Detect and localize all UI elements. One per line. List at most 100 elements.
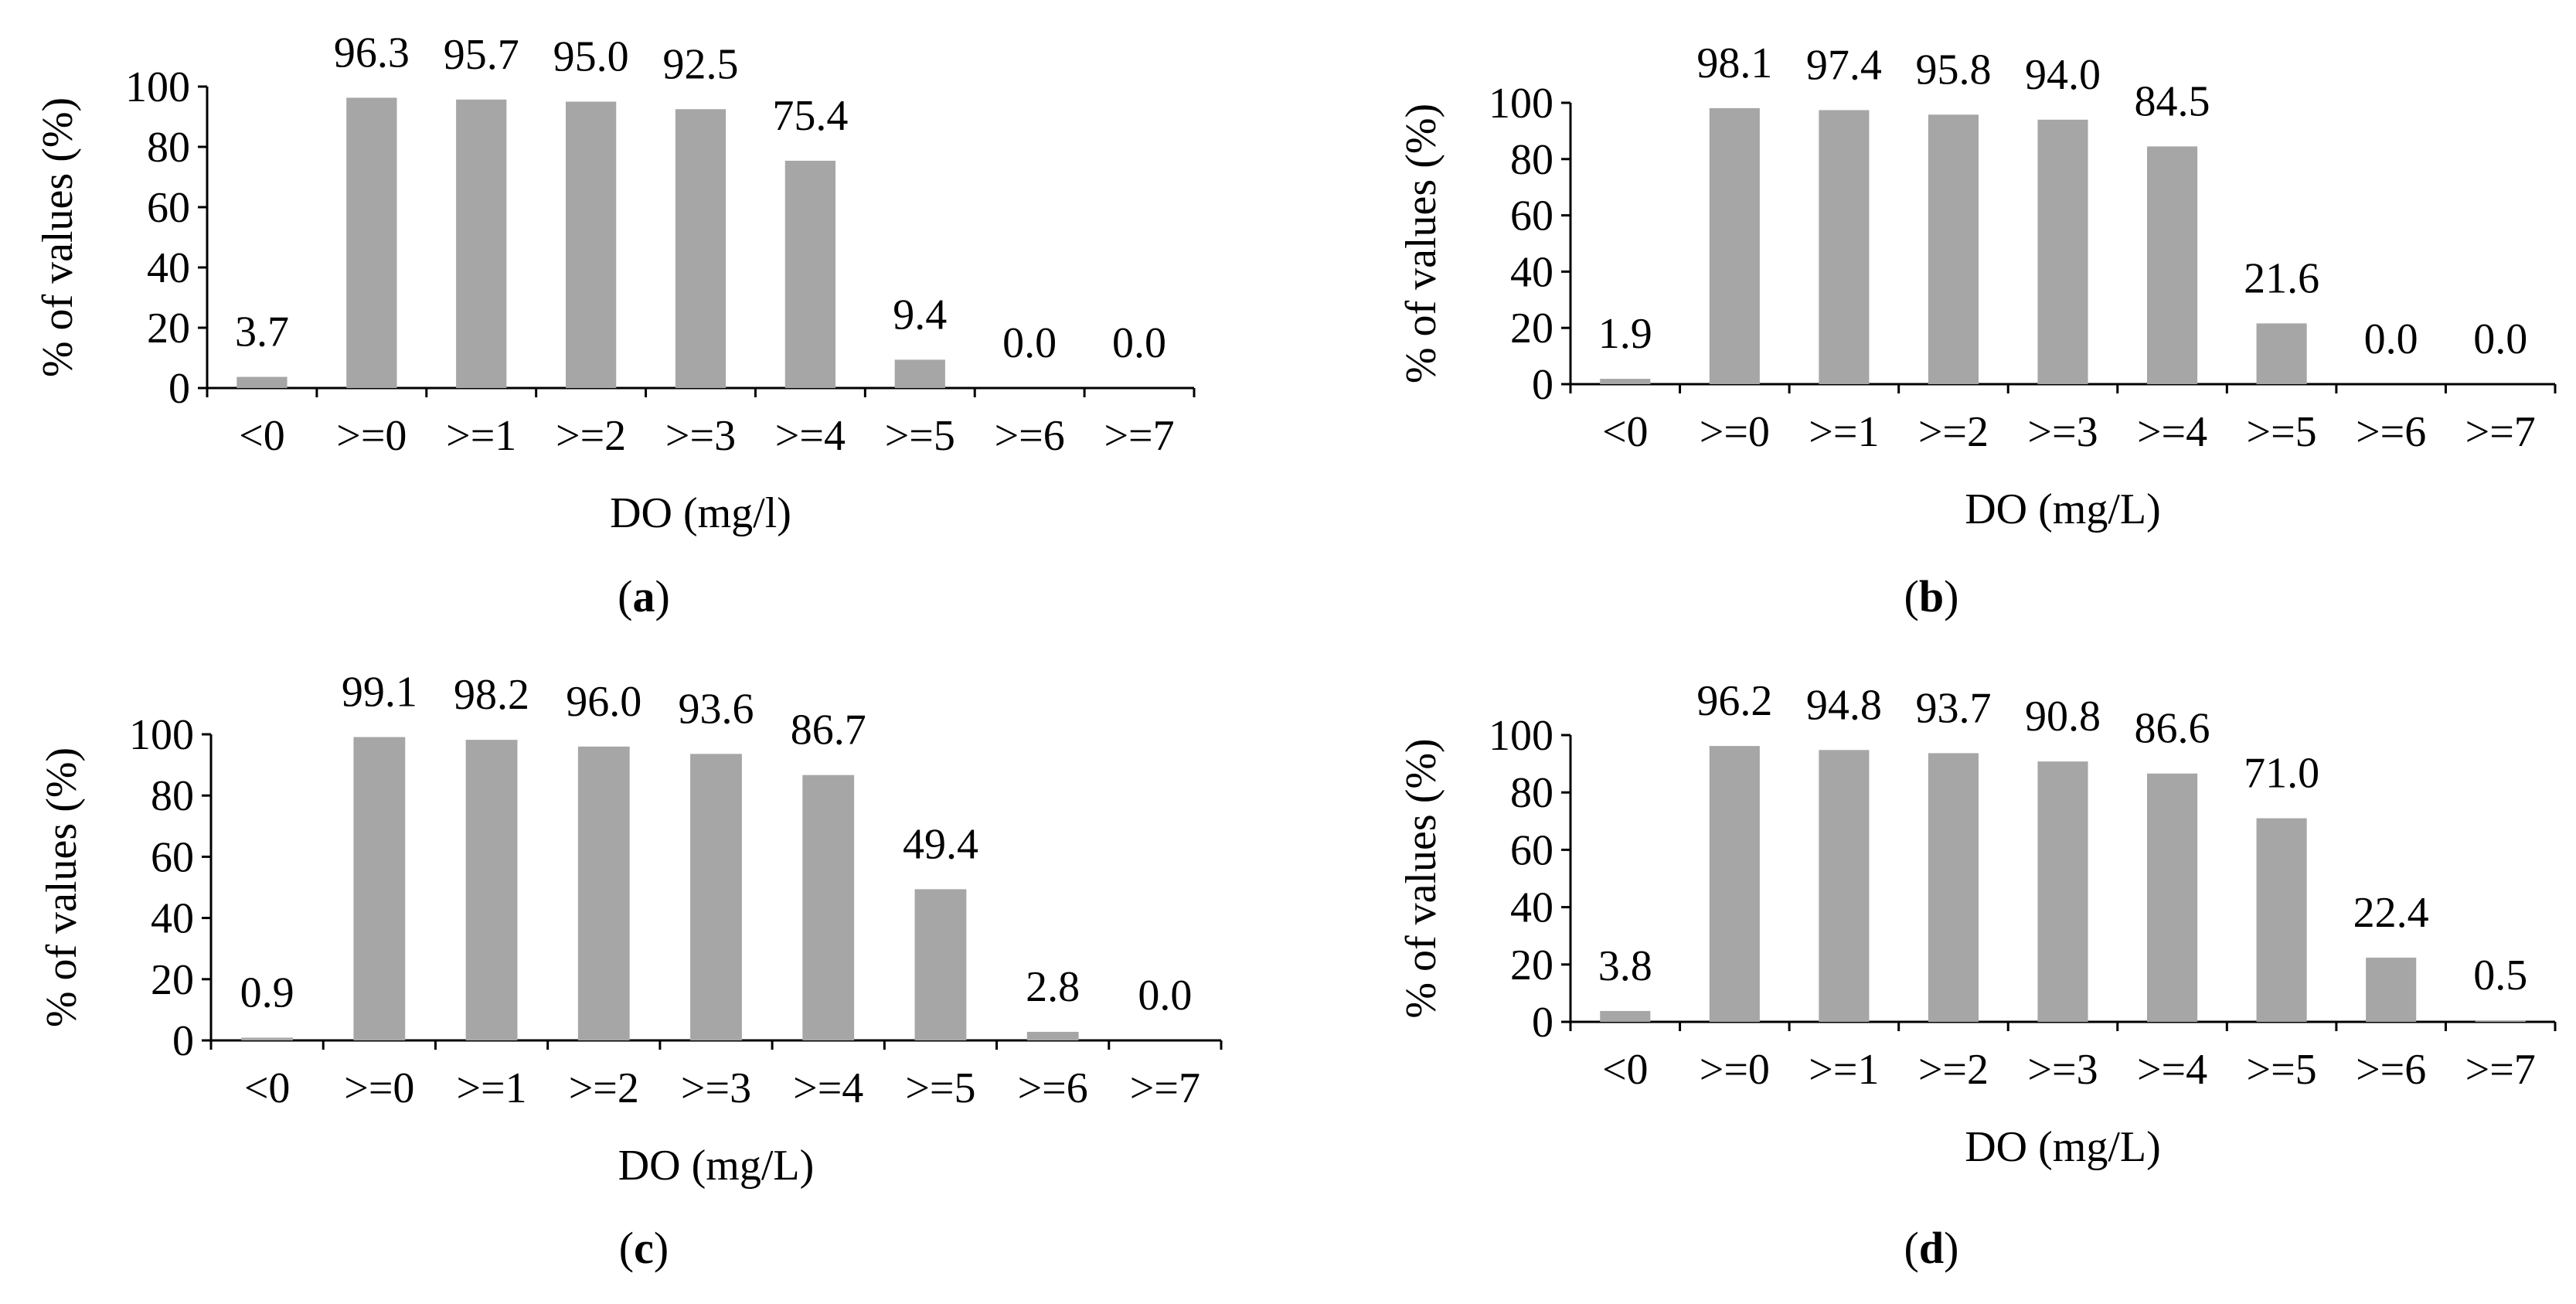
bar: [802, 775, 855, 1040]
data-label: 22.4: [2353, 889, 2429, 937]
x-tick-label: <0: [1602, 1046, 1649, 1094]
data-label: 96.0: [566, 678, 641, 726]
bar: [565, 101, 617, 388]
y-tick-label: 40: [151, 895, 194, 943]
y-tick-label: 100: [1489, 80, 1553, 128]
y-tick-label: 80: [1510, 769, 1553, 817]
data-label: 95.8: [1915, 46, 1991, 94]
bar: [914, 889, 967, 1040]
data-label: 9.4: [893, 291, 947, 339]
bar: [1819, 750, 1870, 1022]
bar-chart-d: 0 20 40 60 80 100 3.8 <0 96.2 >=0 94.8 >=1 93.7 >=2 90…: [1397, 677, 2557, 1171]
y-tick-label: 20: [1510, 305, 1553, 352]
bar: [2037, 761, 2088, 1022]
x-tick-label: >=1: [456, 1064, 526, 1112]
bar: [2475, 1020, 2526, 1022]
panel-caption-b: (b): [1288, 570, 2575, 622]
data-label: 98.2: [454, 671, 529, 719]
data-label: 71.0: [2244, 750, 2319, 798]
bar-chart-b: 0 20 40 60 80 100 1.9 <0 98.1 >=0 97.4 >=1 95.8 >=2 94…: [1397, 39, 2557, 533]
x-axis-title: DO (mg/l): [610, 489, 791, 537]
x-tick-label: >=4: [2137, 1046, 2207, 1094]
y-axis-title: % of values (%): [34, 97, 82, 377]
x-tick-label: <0: [1602, 408, 1649, 456]
x-tick-label: >=3: [681, 1064, 751, 1112]
data-label: 75.4: [772, 92, 848, 140]
data-label: 0.0: [1112, 319, 1166, 367]
bar-chart-a: 0 20 40 60 80 100 3.7 <0 96.3 >=0 95.7 >=1 95.0 >=2 92…: [34, 29, 1196, 537]
panel-caption-a: (a): [0, 570, 1288, 622]
x-tick-label: >=1: [1809, 408, 1879, 456]
bar: [1600, 1010, 1651, 1022]
bar: [1928, 114, 1979, 384]
bar-chart-c: 0 20 40 60 80 100 0.9 <0 99.1 >=0 98.2 >=1 96.0 >=2 93…: [38, 669, 1223, 1190]
y-tick-label: 60: [1510, 826, 1553, 874]
x-tick-label: >=5: [885, 412, 955, 460]
bar: [241, 1037, 294, 1040]
y-tick-label: 0: [172, 1017, 194, 1065]
x-tick-label: >=4: [793, 1064, 863, 1112]
data-label: 94.8: [1806, 681, 1882, 729]
chart-panel-a: 0 20 40 60 80 100 3.7 <0 96.3 >=0 95.7 >=1 95.0 >=2 92…: [0, 0, 1288, 652]
y-tick-label: 80: [147, 124, 190, 172]
bar: [894, 359, 945, 388]
data-label: 95.7: [444, 31, 519, 79]
x-tick-label: >=7: [2465, 408, 2536, 456]
data-label: 21.6: [2244, 254, 2319, 302]
caption-open-paren: (: [1904, 1223, 1919, 1273]
caption-close-paren: ): [1944, 1223, 1959, 1273]
data-label: 84.5: [2135, 77, 2210, 125]
data-label: 0.0: [1002, 319, 1057, 367]
bar: [1928, 753, 1979, 1022]
caption-close-paren: ): [653, 1223, 669, 1273]
y-axis-title: % of values (%): [38, 747, 86, 1027]
data-label: 3.7: [235, 308, 289, 356]
caption-open-paren: (: [618, 571, 633, 621]
data-label: 97.4: [1806, 41, 1882, 89]
caption-label: d: [1918, 1223, 1945, 1273]
panel-caption-c: (c): [0, 1222, 1288, 1274]
x-tick-label: >=0: [336, 412, 407, 460]
x-tick-label: >=2: [569, 1064, 639, 1112]
bar: [2366, 957, 2417, 1022]
caption-close-paren: ): [1944, 571, 1959, 621]
data-label: 96.2: [1696, 677, 1772, 725]
y-tick-label: 60: [1510, 192, 1553, 240]
x-tick-label: >=6: [2356, 1046, 2426, 1094]
data-label: 93.7: [1915, 684, 1991, 732]
y-tick-label: 40: [1510, 884, 1553, 932]
x-tick-label: >=3: [665, 412, 736, 460]
bar: [1709, 107, 1760, 384]
data-label: 92.5: [663, 40, 739, 88]
bar: [346, 97, 397, 389]
x-axis-title: DO (mg/L): [1965, 485, 2161, 533]
bar: [675, 109, 727, 388]
bar: [456, 99, 507, 388]
x-tick-label: >=0: [1700, 1046, 1770, 1094]
data-label: 86.7: [791, 706, 866, 754]
y-tick-label: 100: [1489, 712, 1553, 760]
bar: [237, 376, 288, 388]
data-label: 3.8: [1598, 942, 1652, 990]
data-label: 0.9: [240, 969, 294, 1016]
data-label: 90.8: [2025, 693, 2101, 741]
y-tick-label: 80: [1510, 136, 1553, 184]
x-tick-label: >=1: [446, 412, 516, 460]
bar: [353, 737, 406, 1040]
x-tick-label: <0: [239, 412, 285, 460]
caption-open-paren: (: [1904, 571, 1919, 621]
data-label: 0.5: [2473, 952, 2527, 999]
x-tick-label: >=6: [2356, 408, 2426, 456]
caption-label: a: [632, 571, 655, 621]
panel-caption-d: (d): [1288, 1222, 2575, 1274]
x-tick-label: >=1: [1809, 1046, 1879, 1094]
bar: [2037, 119, 2088, 384]
data-label: 95.0: [553, 33, 629, 81]
x-tick-label: >=5: [905, 1064, 975, 1112]
x-tick-label: >=5: [2247, 1046, 2317, 1094]
caption-close-paren: ): [655, 571, 670, 621]
y-tick-label: 20: [1510, 941, 1553, 989]
y-tick-label: 0: [1532, 361, 1553, 409]
y-tick-label: 0: [168, 365, 190, 413]
x-tick-label: >=3: [2027, 1046, 2098, 1094]
